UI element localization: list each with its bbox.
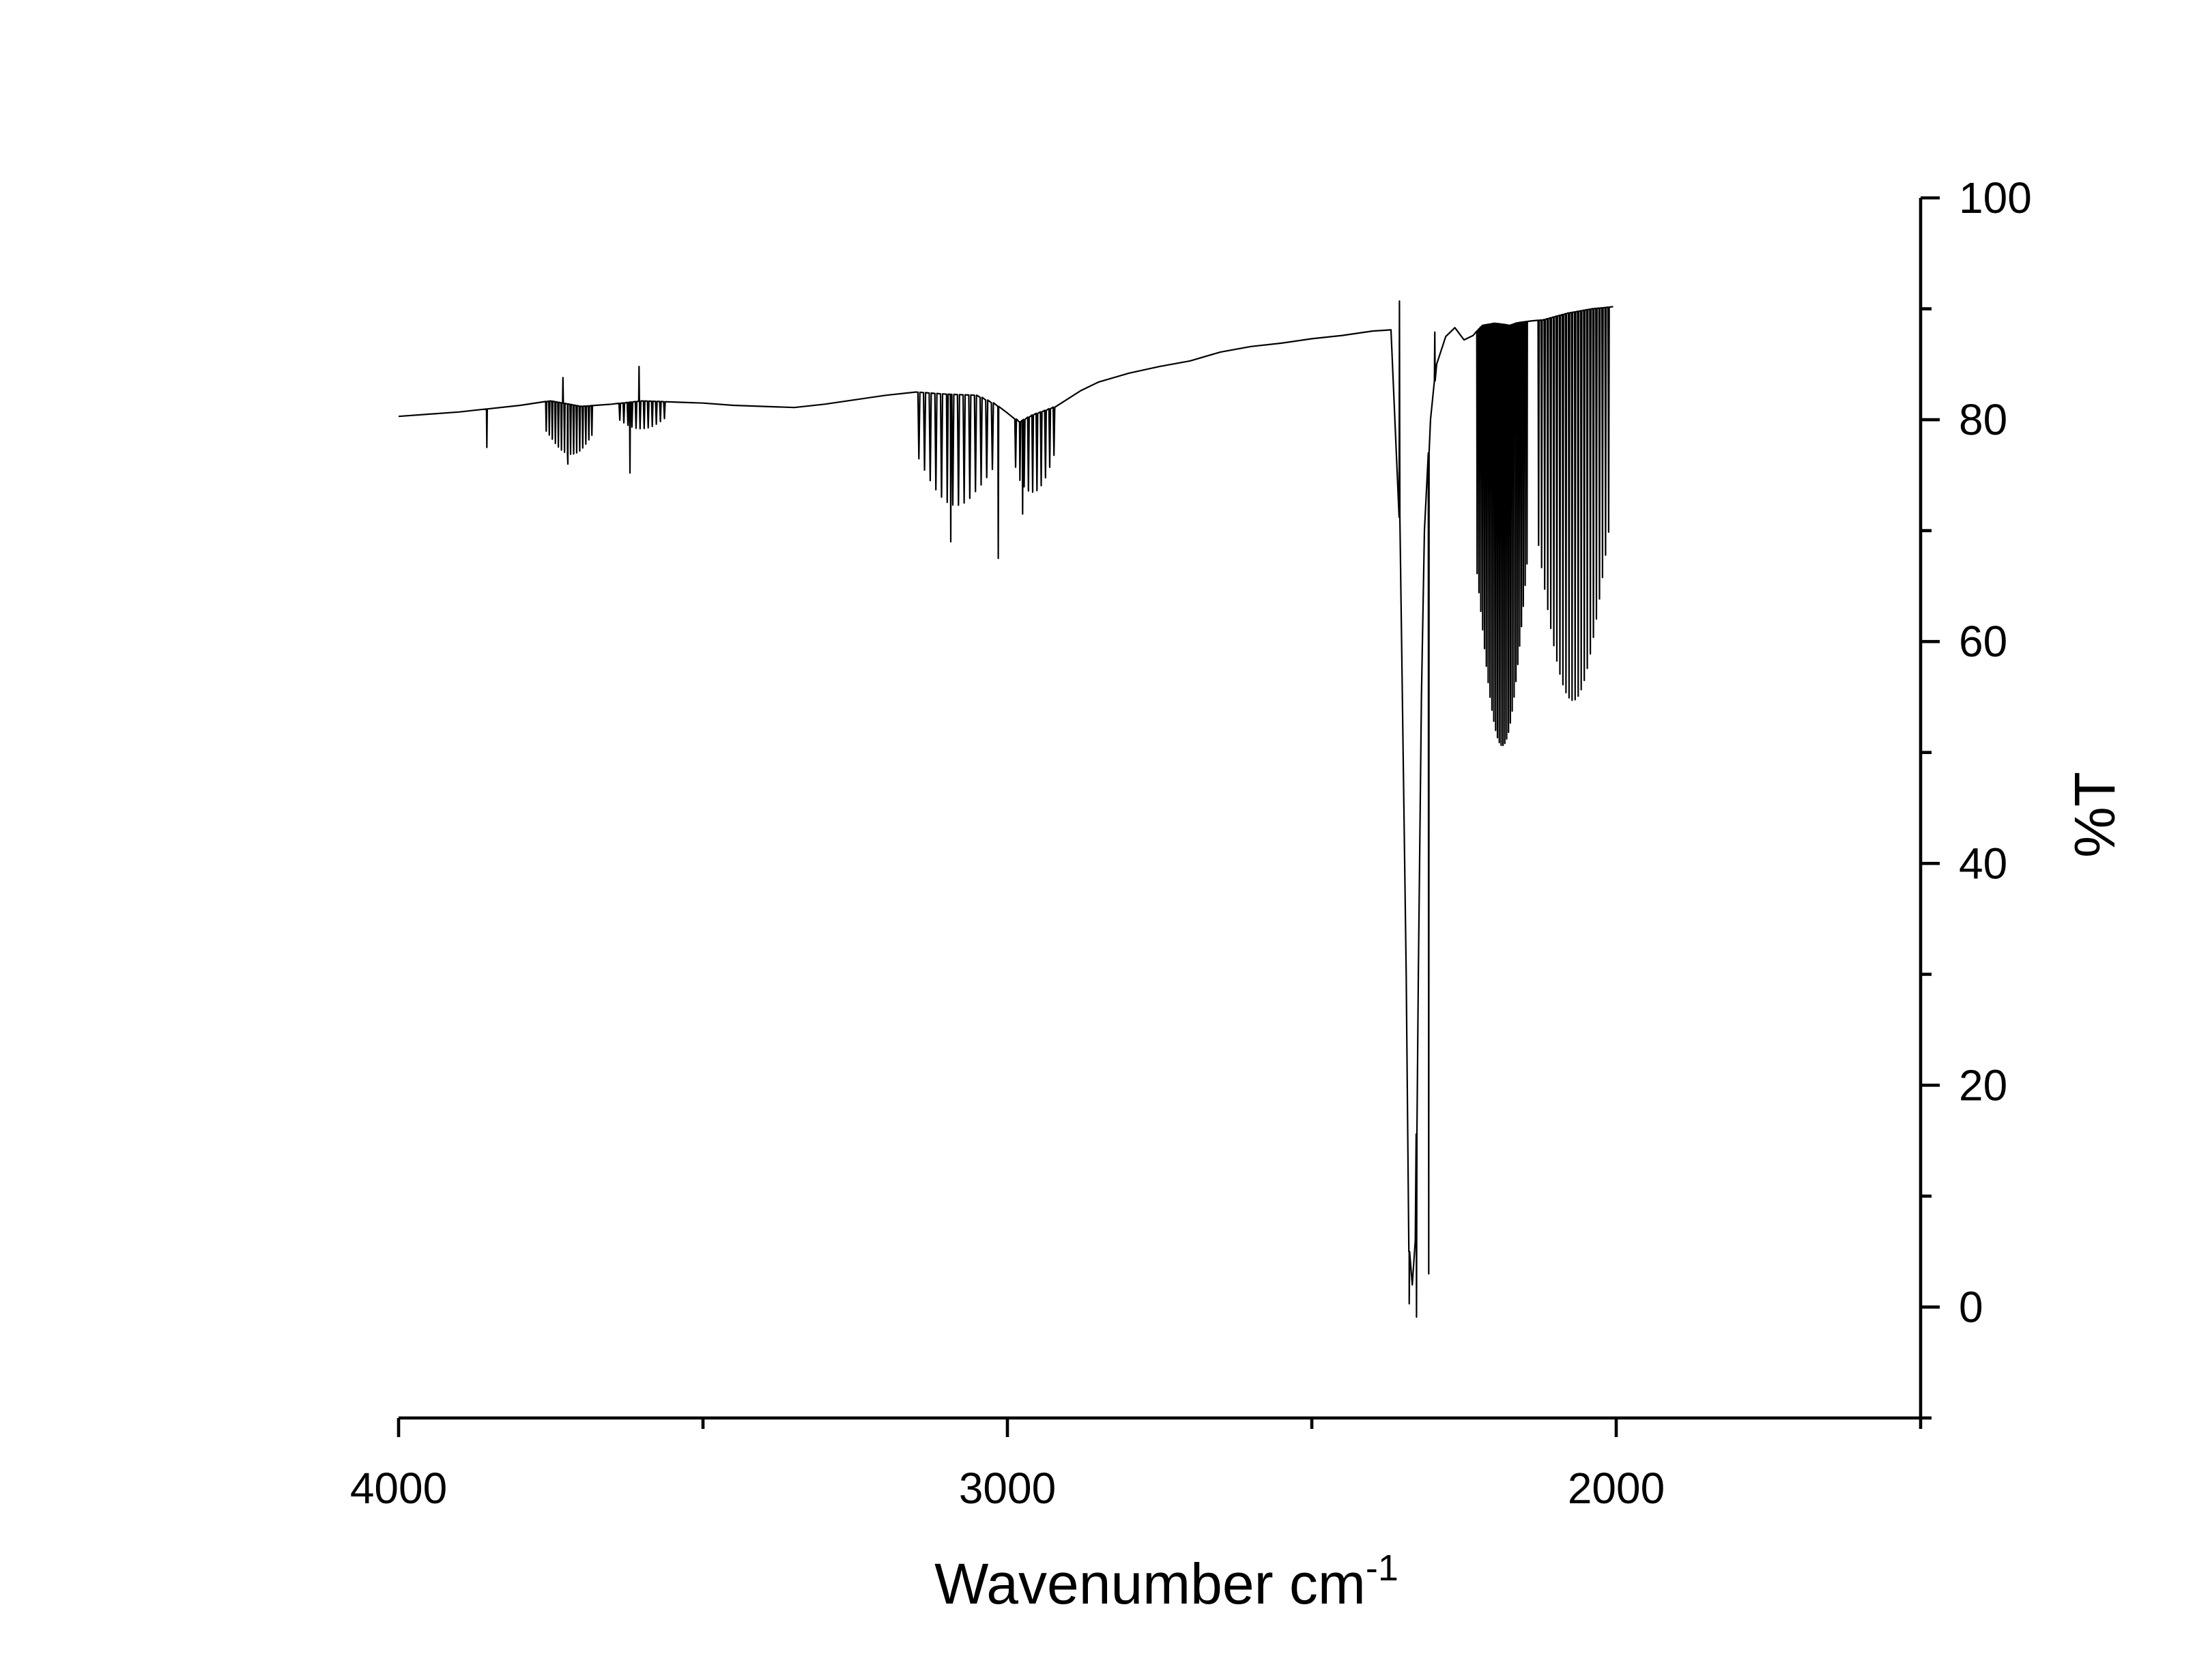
y-tick-label: 0 [1959,1282,1983,1331]
x-tick-label: 2000 [1568,1464,1665,1513]
y-tick-label: 20 [1959,1060,2007,1110]
x-axis-title: Wavenumber cm-1 [934,1548,1398,1616]
y-tick-label: 80 [1959,395,2007,444]
transmittance-spectrum-line [398,300,1613,1318]
plot-area [398,300,1613,1318]
y-axis-ticks: 0 20 40 60 80 100 [1921,173,2032,1420]
x-tick-label: 4000 [350,1464,447,1513]
y-axis-title: %T [2063,772,2127,858]
y-tick-label: 100 [1959,173,2032,222]
x-axis-title-superscript: -1 [1366,1548,1398,1589]
y-tick-label: 40 [1959,839,2007,888]
y-tick-label: 60 [1959,617,2007,666]
x-tick-label: 3000 [959,1464,1056,1513]
x-axis-title-text: Wavenumber cm [934,1552,1366,1616]
x-axis-ticks: 4000 3000 2000 [350,1418,1923,1513]
